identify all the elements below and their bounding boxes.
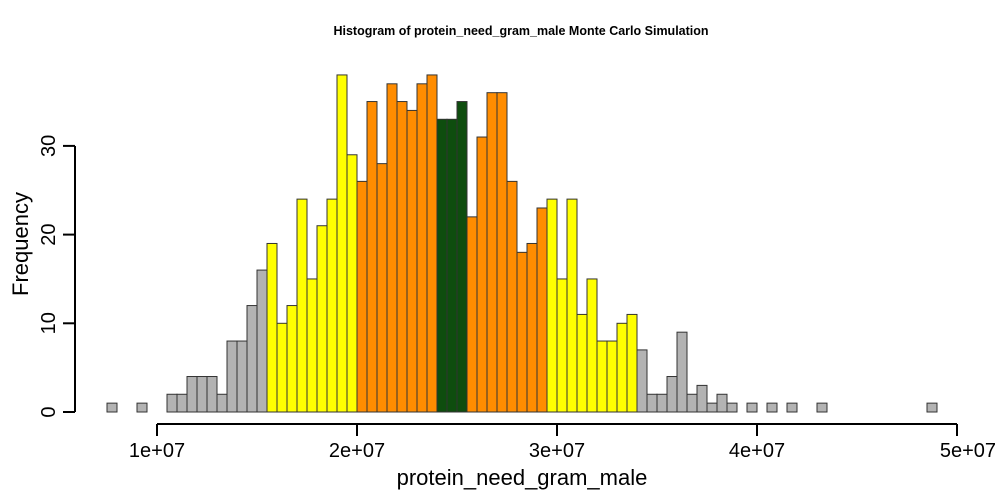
histogram-bar [706, 402, 718, 413]
histogram-bar [406, 109, 418, 413]
histogram-bar [266, 242, 278, 413]
histogram-bar [226, 340, 238, 413]
histogram-bar [376, 163, 388, 413]
histogram-bar [446, 118, 458, 413]
histogram-bar [216, 393, 228, 413]
histogram-bar [286, 305, 298, 413]
y-tick-label: 10 [38, 312, 60, 334]
histogram-bar [246, 305, 258, 413]
x-axis-ticks: 1e+07 2e+07 3e+07 4e+07 5e+07 [129, 424, 996, 462]
histogram-bar [526, 242, 538, 413]
histogram-bar [206, 376, 218, 413]
histogram-bar [666, 376, 678, 413]
histogram-bar [466, 216, 478, 413]
histogram-bar [786, 402, 798, 413]
histogram-bar [656, 393, 668, 413]
histogram-bar [316, 225, 328, 413]
histogram-bar [436, 118, 448, 413]
histogram-bar [686, 393, 698, 413]
histogram-bar [746, 402, 758, 413]
histogram-bar [696, 384, 708, 413]
histogram-bar [326, 198, 338, 413]
histogram-bar [426, 74, 438, 413]
histogram-bar [596, 340, 608, 413]
histogram-bar [546, 198, 558, 413]
histogram-bar [606, 340, 618, 413]
histogram-bar [726, 402, 738, 413]
histogram-bars [106, 74, 938, 413]
x-tick-label: 2e+07 [329, 440, 385, 462]
histogram-bar [356, 180, 368, 413]
x-tick-label: 5e+07 [940, 440, 996, 462]
y-tick-label: 0 [38, 406, 60, 417]
histogram-bar [296, 198, 308, 413]
histogram-bar [506, 180, 518, 413]
histogram-bar [486, 92, 498, 413]
histogram-bar [306, 278, 318, 413]
histogram-bar [396, 101, 408, 413]
histogram-bar [626, 313, 638, 413]
histogram-bar [336, 74, 348, 413]
histogram-bar [766, 402, 778, 413]
x-tick-label: 1e+07 [129, 440, 185, 462]
histogram-bar [716, 393, 728, 413]
histogram-bar [646, 393, 658, 413]
x-axis-label: protein_need_gram_male [397, 465, 648, 490]
y-tick-label: 30 [38, 135, 60, 157]
y-axis-label: Frequency [8, 192, 33, 296]
histogram-bar [516, 251, 528, 413]
histogram-bar [196, 376, 208, 413]
histogram-bar [166, 393, 178, 413]
histogram-bar [616, 322, 628, 413]
histogram-bar [186, 376, 198, 413]
histogram-bar [106, 402, 118, 413]
histogram-bar [566, 198, 578, 413]
histogram-bar [926, 402, 938, 413]
histogram-bar [496, 92, 508, 413]
histogram-bar [136, 402, 148, 413]
histogram-bar [256, 269, 268, 413]
histogram-bar [366, 101, 378, 413]
histogram-bar [236, 340, 248, 413]
y-tick-label: 20 [38, 223, 60, 245]
histogram-bar [476, 136, 488, 413]
histogram-bar [176, 393, 188, 413]
x-tick-label: 3e+07 [529, 440, 585, 462]
histogram-bar [276, 322, 288, 413]
x-tick-label: 4e+07 [729, 440, 785, 462]
histogram-bar [536, 207, 548, 413]
histogram-bar [576, 313, 588, 413]
histogram-bar [416, 83, 428, 413]
histogram-bar [586, 278, 598, 413]
histogram-bar [636, 349, 648, 413]
histogram-bar [386, 83, 398, 413]
chart-title: Histogram of protein_need_gram_male Mont… [333, 24, 708, 38]
histogram-bar [556, 278, 568, 413]
histogram-bar [456, 101, 468, 413]
histogram-bar [346, 154, 358, 413]
y-axis-ticks: 0 10 20 30 [38, 135, 75, 418]
histogram-bar [816, 402, 828, 413]
histogram-bar [676, 331, 688, 413]
